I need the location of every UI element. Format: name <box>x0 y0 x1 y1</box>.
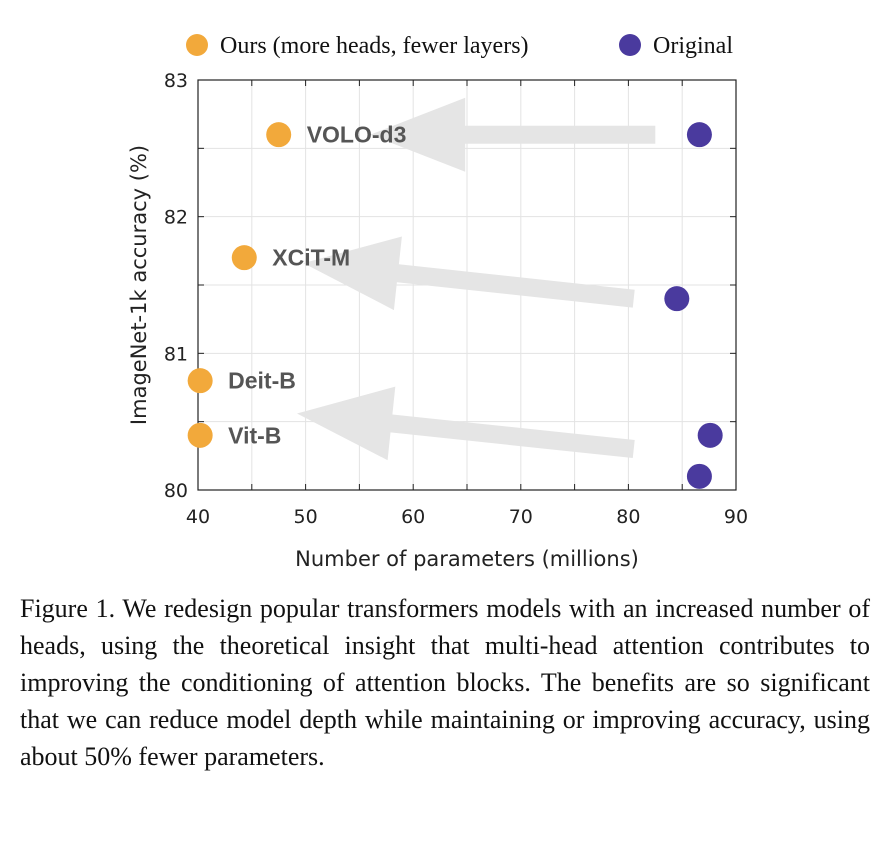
x-tick-label: 40 <box>186 506 210 528</box>
y-tick-label: 80 <box>164 480 188 502</box>
x-axis-label: Number of parameters (millions) <box>295 547 639 571</box>
x-tick-label: 50 <box>294 506 318 528</box>
legend-marker-original <box>619 34 641 56</box>
figure-caption: Figure 1. We redesign popular transforme… <box>20 594 870 771</box>
ours-point <box>266 122 292 148</box>
point-label: Deit-B <box>228 368 296 394</box>
legend: Ours (more heads, fewer layers) Original <box>186 33 733 59</box>
point-label: VOLO-d3 <box>307 122 407 148</box>
y-axis-label: ImageNet-1k accuracy (%) <box>127 145 151 425</box>
original-point <box>686 463 712 489</box>
x-tick-label: 60 <box>401 506 425 528</box>
original-point <box>697 422 723 448</box>
original-point <box>686 122 712 148</box>
point-label: XCiT-M <box>272 245 350 271</box>
shift-arrow <box>370 97 656 172</box>
ticks: 40 50 60 70 80 90 80 81 82 83 <box>164 70 748 528</box>
legend-label-ours: Ours (more heads, fewer layers) <box>220 33 529 59</box>
ours-point <box>231 245 257 271</box>
arrows <box>297 97 656 461</box>
legend-label-original: Original <box>653 33 733 59</box>
shift-arrow <box>297 386 635 461</box>
scatter-chart: Ours (more heads, fewer layers) Original… <box>127 33 748 571</box>
y-tick-label: 83 <box>164 70 188 92</box>
y-tick-label: 81 <box>164 343 188 365</box>
shift-arrow <box>303 236 635 311</box>
x-tick-label: 90 <box>724 506 748 528</box>
ours-point <box>187 368 213 394</box>
original-point <box>664 286 690 312</box>
x-tick-label: 70 <box>509 506 533 528</box>
data-points: VOLO-d3 XCiT-M Deit-B Vit-B <box>187 122 723 489</box>
point-label: Vit-B <box>228 422 281 448</box>
y-tick-label: 82 <box>164 207 188 229</box>
x-tick-label: 80 <box>616 506 640 528</box>
ours-point <box>187 422 213 448</box>
legend-marker-ours <box>186 34 208 56</box>
